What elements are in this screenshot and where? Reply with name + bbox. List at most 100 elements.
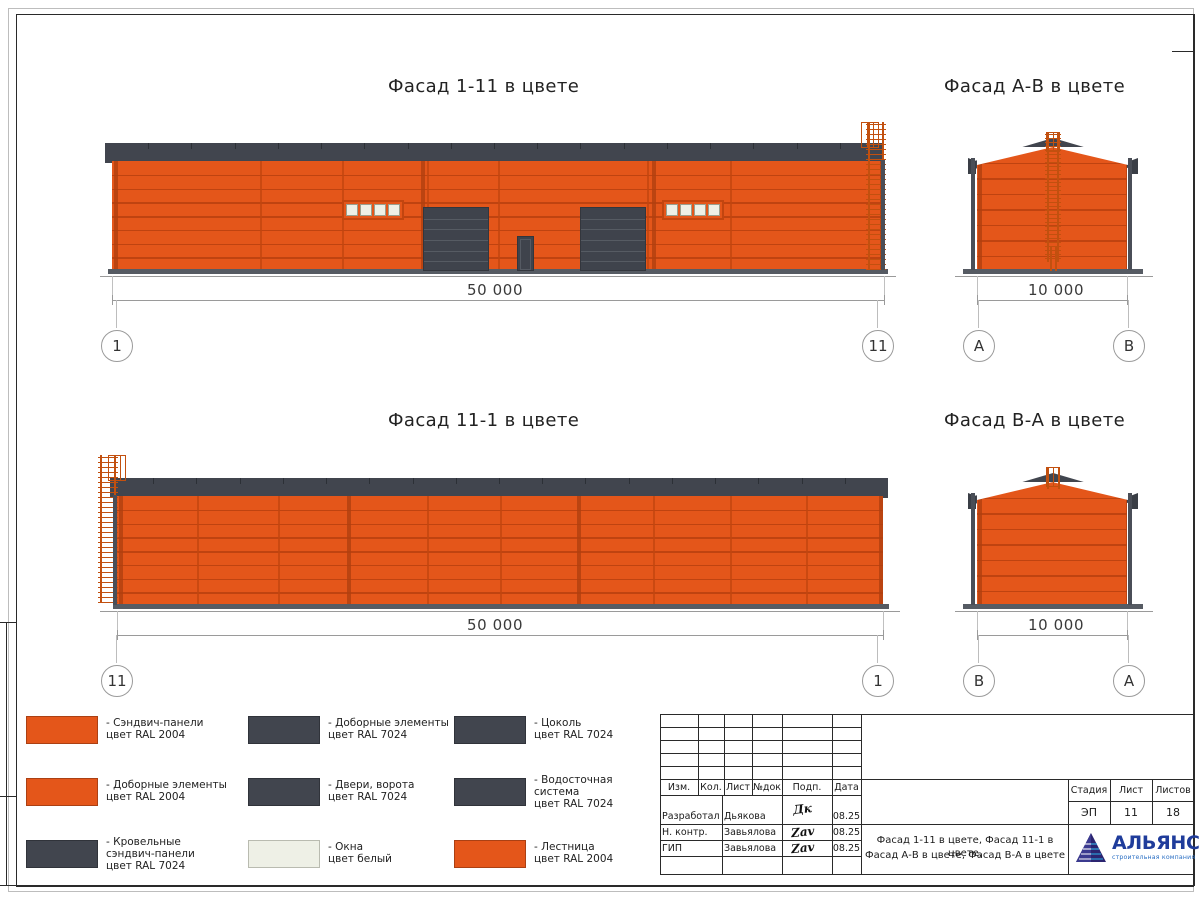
ladder-rung [98, 547, 118, 549]
legend-label-2-line3: цвет RAL 7024 [106, 860, 186, 872]
column-line [652, 161, 657, 271]
tb-rule-right-2 [861, 824, 1194, 826]
dim-line-rear [117, 635, 883, 636]
axis-bubble-a[interactable]: А [963, 330, 995, 362]
ladder-rail-right-ba [1058, 467, 1060, 489]
ladder-rung [866, 144, 886, 146]
dim-tick-right-rear [883, 630, 884, 640]
tb-header-izm: Изм. [667, 781, 691, 793]
downpipe-front-right [881, 160, 885, 270]
axis-bubble-11[interactable]: 11 [862, 330, 894, 362]
axis-bubble-11-rear[interactable]: 11 [101, 665, 133, 697]
ladder-rung [866, 124, 886, 126]
parapet-seam [407, 143, 409, 149]
ladder-rung [866, 199, 886, 201]
ladder-rung [866, 194, 886, 196]
parapet-seam [196, 478, 198, 484]
tb-rule-7 [660, 824, 861, 826]
title-block: Изм. Кол. Лист №док Подп. Дата Разработа… [660, 714, 1200, 886]
tb-vrule-9 [1068, 779, 1070, 874]
ladder-rail [1057, 132, 1059, 262]
axis-leader-11-rear [116, 635, 117, 663]
axis-bubble-1[interactable]: 1 [101, 330, 133, 362]
ladder-rung [866, 259, 886, 261]
axis-leader-a-bot [1128, 635, 1129, 663]
drawing-title-facade-b-a: Фасад В-А в цвете [944, 410, 1126, 431]
gate-panel-seam [424, 218, 488, 220]
ladder-rung [98, 577, 118, 579]
dim-ext-left-ab [977, 276, 978, 300]
ladder-rung [98, 507, 118, 509]
personnel-door-front [517, 236, 534, 271]
ladder-rung [866, 164, 886, 166]
ladder-rung [866, 189, 886, 191]
dim-ext-left-front [112, 276, 113, 300]
ladder-rung [1045, 166, 1061, 168]
tb-vrule-0 [660, 714, 662, 874]
downpipe-ab-right [1128, 158, 1132, 270]
ladder-rung [866, 174, 886, 176]
tb-role-0: Разработал [662, 810, 720, 822]
parapet-seam [537, 143, 539, 149]
dim-tick-left-rear [117, 630, 118, 640]
legend-label-2-line1: - Кровельные [106, 836, 181, 848]
tb-rule-right-3 [1068, 801, 1194, 803]
legend-swatch-3 [248, 716, 320, 744]
tb-role-1: Н. контр. [662, 826, 708, 838]
tb-drawing-name-line1: Фасад 1-11 в цвете, Фасад 11-1 в цвете, [876, 835, 1054, 859]
gate-panel-seam [581, 250, 645, 252]
ladder-rung [98, 537, 118, 539]
tb-date-0: 08.25 [832, 810, 861, 822]
parapet-seam [239, 478, 241, 484]
gable-wedge-left-ba [977, 482, 1053, 500]
dim-tick-right-ba [1127, 630, 1128, 640]
dim-tick-left-ab [977, 295, 978, 305]
sheet-frame-inner [16, 14, 1194, 886]
parapet-seam [282, 478, 284, 484]
ladder-cage-front [861, 122, 879, 148]
dim-ext-right-ba [1127, 611, 1128, 635]
tb-header-list: Лист [725, 781, 751, 793]
drawing-title-facade-11-1: Фасад 11-1 в цвете [388, 410, 580, 431]
tb-vrule-8 [861, 714, 863, 874]
gate-panel-seam [581, 218, 645, 220]
ladder-rung [1045, 246, 1061, 248]
column-line [114, 161, 119, 271]
ladder-rung [1045, 250, 1061, 252]
downpipe-rear-left [113, 495, 117, 605]
ladder-rung [1045, 210, 1061, 212]
downpipe-ba-right [1128, 493, 1132, 605]
legend-swatch-6 [454, 716, 526, 744]
ladder-cage-rear [108, 455, 126, 481]
axis-bubble-b-bot[interactable]: В [963, 665, 995, 697]
column-line [977, 482, 982, 606]
legend-swatch-5 [248, 840, 320, 868]
tb-date-2: 08.25 [832, 842, 861, 854]
legend-label-8-line2: цвет RAL 2004 [534, 853, 614, 865]
column-line [729, 496, 732, 606]
dim-ext-right-ab [1127, 276, 1128, 300]
wall-sandwich-panels-rear [117, 496, 883, 606]
ladder-rung [866, 254, 886, 256]
tb-name-2: Завьялова [724, 842, 777, 854]
plinth-gable-ba [963, 604, 1143, 609]
tb-header-podp: Подп. [792, 781, 822, 793]
parapet-seam [844, 478, 846, 484]
stamp-column-line-mid [0, 796, 16, 798]
tb-vrule-6 [782, 795, 784, 874]
panel-seam [977, 528, 1127, 530]
gate-panel-seam [424, 250, 488, 252]
tb-vrule-1 [698, 714, 700, 795]
ladder-rung [98, 487, 118, 489]
ladder-rung [98, 497, 118, 499]
tb-role-2: ГИП [662, 842, 683, 854]
panel-seam [977, 544, 1127, 546]
gate-panel-seam [424, 261, 488, 263]
axis-bubble-a-bot[interactable]: А [1113, 665, 1145, 697]
ladder-rung [1045, 230, 1061, 232]
column-line [346, 496, 351, 606]
legend-label-0-line2: цвет RAL 2004 [106, 729, 186, 741]
gable-wedge-right-ab [1052, 147, 1128, 165]
axis-bubble-1-rear[interactable]: 1 [862, 665, 894, 697]
axis-bubble-b[interactable]: В [1113, 330, 1145, 362]
